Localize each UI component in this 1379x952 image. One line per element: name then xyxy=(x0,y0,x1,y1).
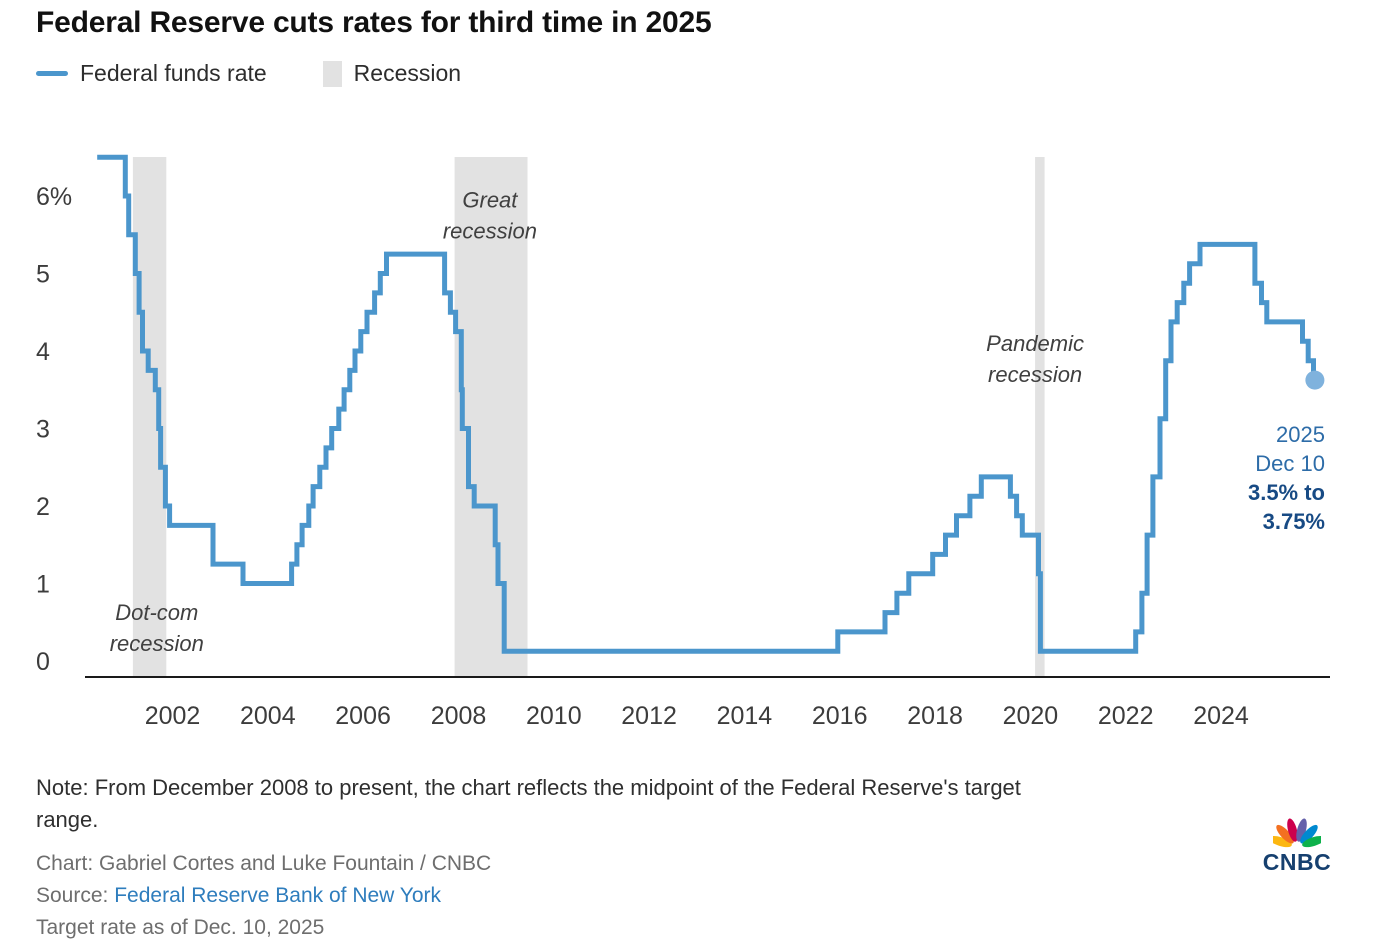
recession-band-great-recession xyxy=(454,157,528,677)
y-tick-label-0: 0 xyxy=(36,648,50,676)
recession-band-pandemic-recession xyxy=(1035,157,1045,677)
cnbc-logo-text: CNBC xyxy=(1262,849,1332,875)
fed-funds-rate-chart: 6% 5 4 3 2 1 0 2002 2004 2006 2008 2010 2012 2014 2016… xyxy=(36,154,1330,730)
x-tick-label-2014: 2014 xyxy=(717,702,773,730)
recession-swatch-icon xyxy=(322,60,342,87)
annotation-dot-com-recession: Dot-com xyxy=(115,600,198,625)
peacock-feather xyxy=(1302,836,1321,848)
x-tick-label-2022: 2022 xyxy=(1098,702,1154,730)
latest-rate-label: 3.5% to xyxy=(1248,480,1325,505)
peacock-feather xyxy=(1296,818,1307,842)
legend: Federal funds rate Recession xyxy=(36,60,461,87)
source-line: Source: Federal Reserve Bank of New York xyxy=(36,880,1236,912)
legend-item-recession: Recession xyxy=(322,60,462,87)
latest-rate-label: 3.75% xyxy=(1263,509,1325,534)
x-tick-label-2012: 2012 xyxy=(621,702,677,730)
x-tick-label-2024: 2024 xyxy=(1193,702,1249,730)
legend-label-recession: Recession xyxy=(353,60,462,86)
x-tick-label-2020: 2020 xyxy=(1003,702,1059,730)
chart-footer: Note: From December 2008 to present, the… xyxy=(36,772,1236,944)
annotation-pandemic-recession: recession xyxy=(988,362,1082,387)
annotation-great-recession: recession xyxy=(443,219,537,244)
y-tick-label-6: 6% xyxy=(36,183,72,211)
chart-note-line1: Note: From December 2008 to present, the… xyxy=(36,775,1021,800)
x-tick-label-2018: 2018 xyxy=(907,702,963,730)
source-label: Source: xyxy=(36,884,109,907)
x-tick-label-2006: 2006 xyxy=(335,702,391,730)
asof-line: Target rate as of Dec. 10, 2025 xyxy=(36,916,325,939)
legend-label-federal-funds-rate: Federal funds rate xyxy=(80,60,267,86)
federal-funds-rate-line xyxy=(97,154,1316,654)
cnbc-logo: CNBC xyxy=(1259,816,1335,876)
peacock-feather xyxy=(1276,824,1294,844)
latest-value-dot xyxy=(1305,370,1325,390)
chart-note-line2: range. xyxy=(36,807,99,832)
latest-date-label: 2025 xyxy=(1276,422,1325,447)
annotation-great-recession: Great xyxy=(462,188,518,213)
peacock-feather xyxy=(1300,824,1318,844)
chart-note: Note: From December 2008 to present, the… xyxy=(36,772,1236,836)
legend-item-federal-funds-rate: Federal funds rate xyxy=(36,60,267,87)
peacock-feather xyxy=(1287,818,1298,842)
x-tick-label-2008: 2008 xyxy=(431,702,487,730)
line-swatch-icon xyxy=(36,71,68,76)
x-tick-label-2002: 2002 xyxy=(145,702,201,730)
y-tick-label-1: 1 xyxy=(36,571,50,599)
y-tick-label-3: 3 xyxy=(36,416,50,444)
y-tick-label-4: 4 xyxy=(36,338,50,366)
x-tick-label-2016: 2016 xyxy=(812,702,868,730)
y-tick-label-5: 5 xyxy=(36,261,50,289)
y-tick-label-2: 2 xyxy=(36,493,50,521)
annotation-pandemic-recession: Pandemic xyxy=(986,331,1084,356)
chart-credits: Chart: Gabriel Cortes and Luke Fountain … xyxy=(36,848,1236,944)
peacock-feather xyxy=(1273,836,1292,848)
chart-title: Federal Reserve cuts rates for third tim… xyxy=(36,6,712,39)
peacock-icon xyxy=(1273,818,1321,848)
chart-credit: Chart: Gabriel Cortes and Luke Fountain … xyxy=(36,852,492,875)
source-link[interactable]: Federal Reserve Bank of New York xyxy=(114,884,442,907)
latest-date-label: Dec 10 xyxy=(1255,451,1325,476)
x-tick-label-2004: 2004 xyxy=(240,702,296,730)
annotation-dot-com-recession: recession xyxy=(110,631,204,656)
x-tick-label-2010: 2010 xyxy=(526,702,582,730)
